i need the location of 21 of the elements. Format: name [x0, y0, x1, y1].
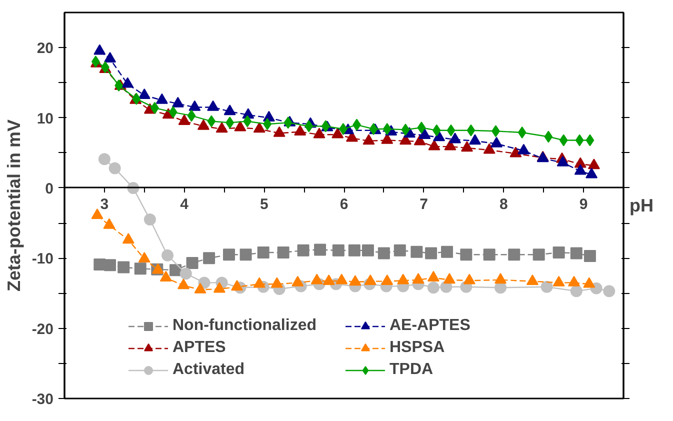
x-tick-label: 9	[579, 196, 588, 213]
x-tick-label: 5	[260, 196, 268, 213]
y-tick-label: -10	[32, 250, 54, 268]
x-tick-label: 4	[180, 196, 190, 213]
y-tick-label: 20	[36, 40, 54, 58]
y-tick-label: -30	[32, 391, 54, 408]
y-tick-label: 0	[45, 180, 54, 198]
legend-label: APTES	[172, 339, 227, 357]
y-tick-label: 10	[36, 110, 54, 128]
legend-label: HSPSA	[390, 339, 446, 357]
x-tick-label: 6	[340, 196, 348, 213]
y-tick-label: -20	[32, 320, 54, 338]
legend-label: Non-functionalized	[172, 317, 318, 335]
x-tick-label: 7	[420, 196, 428, 213]
legend-label: AE-APTES	[390, 317, 472, 335]
legend-label: Activated	[172, 361, 246, 379]
x-tick-label: 8	[500, 196, 508, 213]
x-axis-title: pH	[630, 196, 654, 216]
y-axis-title: Zeta-potential in mV	[4, 119, 24, 292]
legend-label: TPDA	[390, 361, 434, 379]
x-tick-label: 3	[100, 196, 109, 213]
